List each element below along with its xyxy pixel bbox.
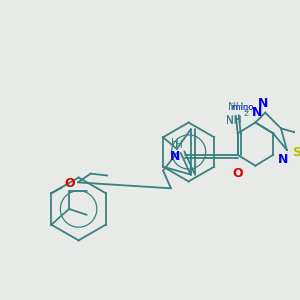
Text: NH: NH xyxy=(228,102,244,112)
Text: 2: 2 xyxy=(243,109,248,118)
Text: S: S xyxy=(292,146,300,159)
Text: N: N xyxy=(278,153,288,166)
Text: 2: 2 xyxy=(243,105,248,114)
Text: O: O xyxy=(232,167,243,180)
Text: imino: imino xyxy=(230,103,253,112)
Text: NH: NH xyxy=(226,116,242,125)
Text: N: N xyxy=(252,106,262,119)
Text: H: H xyxy=(171,138,179,148)
Text: N: N xyxy=(258,97,268,110)
Text: H: H xyxy=(175,140,183,150)
Text: NH: NH xyxy=(226,115,242,124)
Text: O: O xyxy=(65,177,75,190)
Text: N: N xyxy=(170,150,180,164)
